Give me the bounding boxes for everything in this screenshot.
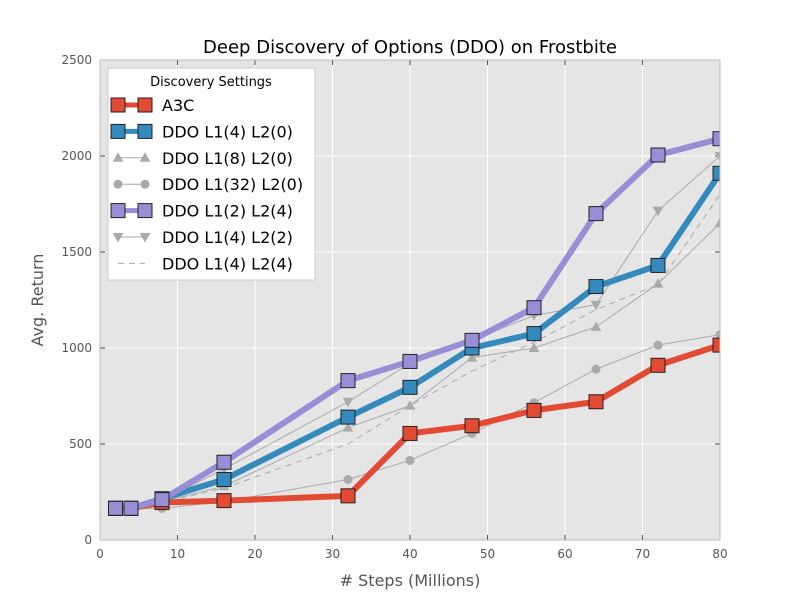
data-point <box>343 475 353 485</box>
legend-marker <box>113 179 123 189</box>
x-tick-label: 60 <box>557 547 572 561</box>
legend: Discovery Settings A3C DDO L1(4) L2(0) DDO… <box>107 67 316 281</box>
data-point <box>405 455 415 465</box>
x-tick-label: 80 <box>712 547 727 561</box>
legend-marker <box>110 203 126 219</box>
data-point <box>216 472 232 488</box>
data-point <box>340 373 356 389</box>
legend-item: DDO L1(4) L2(0) <box>110 122 293 141</box>
y-tick-label: 2500 <box>61 53 92 67</box>
legend-title: Discovery Settings <box>150 75 272 90</box>
data-point <box>715 330 720 340</box>
data-point <box>340 488 356 504</box>
y-tick-label: 1500 <box>61 245 92 259</box>
x-tick-label: 70 <box>635 547 650 561</box>
x-tick-label: 40 <box>402 547 417 561</box>
data-point <box>526 300 542 316</box>
legend-marker <box>137 203 153 219</box>
data-point <box>528 342 540 352</box>
legend-item: A3C <box>110 96 194 115</box>
data-point <box>588 206 604 222</box>
data-point <box>216 493 232 509</box>
chart-title: Deep Discovery of Options (DDO) on Frost… <box>203 37 617 58</box>
x-tick-label: 0 <box>96 547 104 561</box>
data-point <box>340 409 356 425</box>
data-point <box>402 353 418 369</box>
legend-marker <box>110 123 126 139</box>
y-tick-label: 2000 <box>61 149 92 163</box>
legend-label: DDO L1(4) L2(0) <box>162 122 293 141</box>
data-point <box>526 326 542 342</box>
legend-marker <box>137 123 153 139</box>
data-point <box>108 500 123 516</box>
legend-marker <box>139 152 151 162</box>
legend-marker <box>139 233 151 243</box>
data-point <box>591 364 601 374</box>
legend-label: DDO L1(4) L2(4) <box>162 254 293 273</box>
x-tick-label: 50 <box>480 547 495 561</box>
data-point <box>652 206 664 217</box>
x-tick-label: 10 <box>170 547 185 561</box>
y-tick-label: 500 <box>69 437 92 451</box>
data-point <box>464 332 480 348</box>
plot-frame <box>99 59 721 541</box>
x-tick-label: 30 <box>325 547 340 561</box>
data-point <box>714 152 720 162</box>
data-point <box>216 454 232 470</box>
data-point <box>650 357 666 373</box>
data-point <box>714 217 720 228</box>
x-axis-label: # Steps (Millions) <box>340 571 481 590</box>
data-point <box>652 278 664 288</box>
legend-item: DDO L1(4) L2(4) <box>118 254 293 273</box>
legend-marker <box>110 97 126 113</box>
data-point <box>154 492 170 508</box>
legend-marker <box>112 233 124 243</box>
data-point <box>123 500 139 516</box>
data-point <box>712 337 720 353</box>
legend-marker <box>112 152 124 162</box>
data-point <box>712 131 720 147</box>
data-point <box>588 394 604 410</box>
x-tick-label: 20 <box>247 547 262 561</box>
legend-label: DDO L1(32) L2(0) <box>162 175 303 194</box>
data-point <box>466 352 478 362</box>
series-ddo-l1-2-l2-4 <box>108 131 720 516</box>
series-layer <box>108 131 720 516</box>
data-point <box>526 402 542 418</box>
legend-label: A3C <box>162 96 194 115</box>
y-axis-label: Avg. Return <box>28 254 47 347</box>
axes: 0 10 20 30 40 50 60 70 80 0 500 1000 1500 2000 2500 <box>61 53 727 561</box>
legend-label: DDO L1(2) L2(4) <box>162 202 293 221</box>
data-point <box>712 165 720 181</box>
data-point <box>653 340 663 350</box>
data-point <box>402 425 418 441</box>
data-point <box>342 397 354 408</box>
data-point <box>590 321 602 331</box>
legend-item: DDO L1(8) L2(0) <box>112 149 293 168</box>
data-point <box>342 422 354 432</box>
y-tick-label: 0 <box>84 533 92 547</box>
legend-marker <box>140 179 150 189</box>
data-point <box>402 379 418 395</box>
legend-item: DDO L1(4) L2(2) <box>112 228 293 247</box>
data-point <box>464 418 480 434</box>
legend-label: DDO L1(8) L2(0) <box>162 149 293 168</box>
legend-marker <box>137 97 153 113</box>
legend-item: DDO L1(2) L2(4) <box>110 202 293 221</box>
legend-items: A3C DDO L1(4) L2(0) DDO L1(8) L2(0) DDO L1(… <box>110 96 303 273</box>
legend-item: DDO L1(32) L2(0) <box>113 175 303 194</box>
data-point <box>590 300 602 311</box>
data-point <box>650 147 666 163</box>
data-point <box>588 279 604 295</box>
y-tick-label: 1000 <box>61 341 92 355</box>
legend-label: DDO L1(4) L2(2) <box>162 228 293 247</box>
data-point <box>650 257 666 273</box>
